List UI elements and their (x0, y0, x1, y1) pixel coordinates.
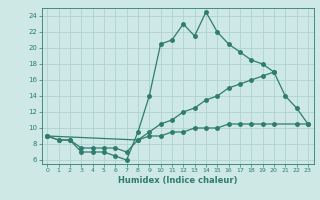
X-axis label: Humidex (Indice chaleur): Humidex (Indice chaleur) (118, 176, 237, 185)
